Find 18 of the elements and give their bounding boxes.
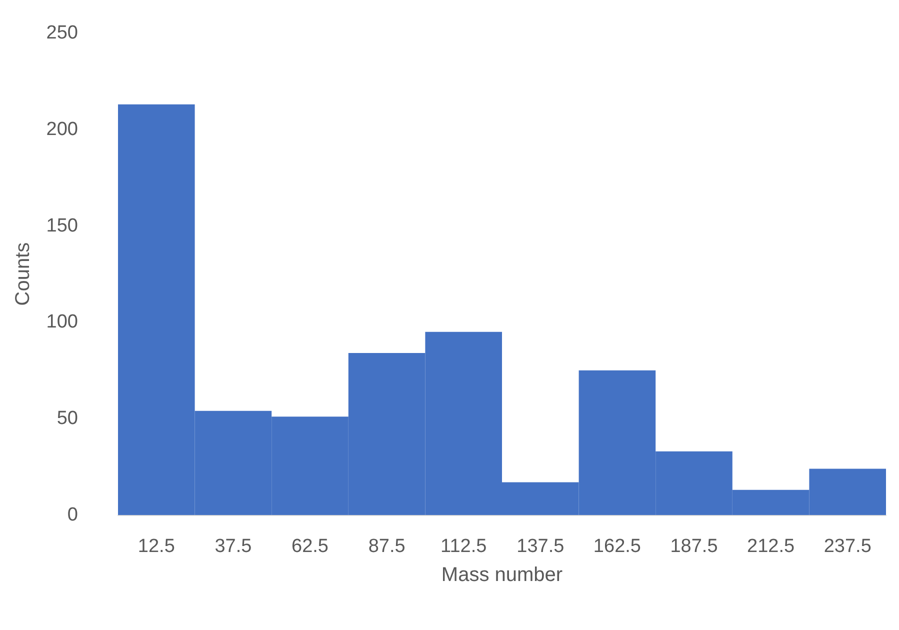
x-tick-label: 87.5: [368, 536, 406, 557]
x-tick-label: 12.5: [138, 536, 175, 557]
x-tick-label: 162.5: [593, 536, 641, 557]
x-tick-label: 237.5: [824, 536, 872, 557]
x-tick-label: 137.5: [516, 536, 564, 557]
y-tick-label: 250: [46, 22, 78, 44]
x-tick-label: 212.5: [747, 536, 795, 557]
x-tick-label: 187.5: [670, 536, 718, 557]
y-tick-label: 100: [46, 312, 78, 333]
y-tick-label: 200: [46, 118, 78, 140]
x-tick-label: 62.5: [292, 536, 328, 557]
x-axis-title: Mass number: [441, 564, 563, 586]
y-axis-title: Counts: [12, 242, 34, 306]
x-tick-label: 112.5: [440, 536, 487, 557]
y-tick-label: 150: [46, 215, 78, 236]
x-tick-label: 37.5: [214, 536, 252, 557]
y-tick-label: 50: [56, 408, 78, 430]
y-tick-label: 0: [67, 504, 78, 526]
